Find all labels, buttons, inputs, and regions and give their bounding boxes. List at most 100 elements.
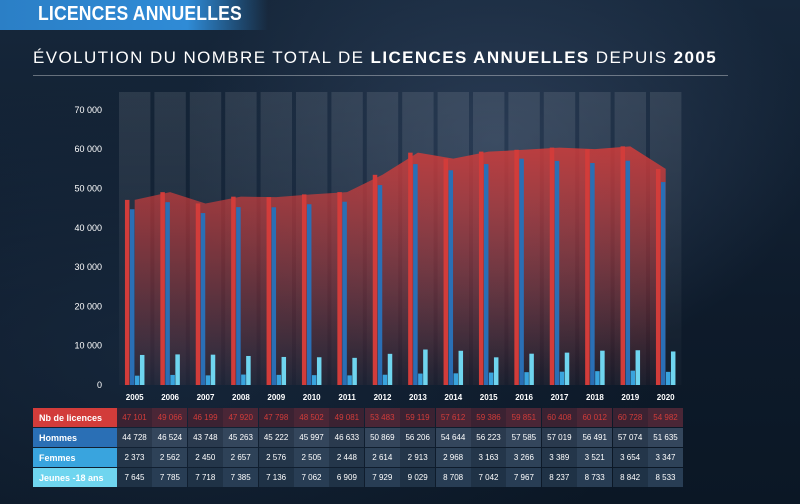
table-cell: 43 748 <box>187 428 223 447</box>
y-tick-label: 70 000 <box>74 105 102 115</box>
table-cell: 54 982 <box>648 408 683 427</box>
table-cell: 2 657 <box>223 448 259 467</box>
hommes-bar <box>625 160 631 385</box>
licences-bar <box>160 192 165 385</box>
licences-bar <box>443 158 449 385</box>
licences-row-label: Nb de licences <box>33 408 117 427</box>
hommes-bar <box>590 162 595 385</box>
subtitle-part-1: ÉVOLUTION DU NOMBRE TOTAL DE <box>33 48 371 67</box>
table-cell: 56 491 <box>577 428 613 447</box>
femmes-bar <box>170 374 175 385</box>
x-tick-label: 2015 <box>480 393 498 402</box>
x-tick-label: 2016 <box>515 393 533 402</box>
femmes-bar <box>418 373 423 385</box>
jeunes-row-label: Jeunes -18 ans <box>33 468 117 487</box>
jeunes-bar <box>246 355 251 385</box>
x-tick-label: 2011 <box>338 393 356 402</box>
x-tick-label: 2006 <box>161 393 179 402</box>
table-cell: 3 266 <box>506 448 542 467</box>
table-cell: 45 263 <box>223 428 259 447</box>
femmes-bar <box>347 375 352 385</box>
femmes-bar <box>311 375 317 385</box>
table-cell: 2 450 <box>187 448 223 467</box>
y-tick-label: 60 000 <box>74 144 102 154</box>
table-cell: 57 612 <box>435 408 471 427</box>
licences-bar <box>231 196 236 385</box>
hommes-bar <box>200 213 206 385</box>
table-cell: 54 644 <box>435 428 471 447</box>
table-cell: 60 728 <box>612 408 648 427</box>
hommes-bar <box>342 201 347 385</box>
licences-bar <box>124 199 130 385</box>
hommes-bar <box>377 185 383 385</box>
jeunes-bar <box>352 357 357 385</box>
jeunes-bar <box>387 353 393 385</box>
subtitle-rule <box>33 75 728 76</box>
table-cell: 3 347 <box>648 448 683 467</box>
table-cell: 7 645 <box>117 468 152 487</box>
x-tick-label: 2020 <box>657 393 675 402</box>
licences-bar <box>514 149 519 385</box>
table-cell: 8 708 <box>435 468 471 487</box>
jeunes-bar <box>458 350 464 385</box>
table-cell: 3 163 <box>471 448 506 467</box>
hommes-bar <box>519 158 524 385</box>
table-cell: 59 851 <box>506 408 542 427</box>
y-tick-label: 10 000 <box>74 341 102 351</box>
licences-bar <box>372 174 378 385</box>
table-cell: 60 408 <box>541 408 577 427</box>
licences-bar <box>195 203 201 385</box>
x-tick-label: 2018 <box>586 393 604 402</box>
jeunes-bar <box>139 354 145 385</box>
table-cell: 8 733 <box>577 468 613 487</box>
licences-bar <box>301 194 307 385</box>
table-cell: 7 042 <box>471 468 506 487</box>
x-tick-label: 2012 <box>374 393 392 402</box>
subtitle-part-2: LICENCES ANNUELLES <box>370 48 590 67</box>
table-cell: 7 929 <box>364 468 400 487</box>
table-cell: 6 909 <box>329 468 365 487</box>
table-cell: 7 062 <box>294 468 329 487</box>
hommes-bar <box>271 207 277 385</box>
x-tick-label: 2005 <box>126 393 144 402</box>
table-cell: 2 614 <box>364 448 400 467</box>
table-cell: 3 521 <box>577 448 613 467</box>
hommes-bar <box>554 160 560 385</box>
hommes-bar <box>306 204 312 385</box>
table-cell: 49 066 <box>152 408 188 427</box>
licences-bar <box>620 146 626 385</box>
licences-bar <box>549 147 555 385</box>
hommes-bar <box>129 209 135 385</box>
hommes-bar <box>660 182 666 385</box>
table-cell: 8 842 <box>612 468 648 487</box>
femmes-bar <box>595 371 600 385</box>
femmes-bar <box>453 373 459 385</box>
table-cell: 48 502 <box>294 408 329 427</box>
femmes-bar <box>630 370 636 385</box>
licences-bar <box>408 152 413 385</box>
table-cell: 51 635 <box>648 428 683 447</box>
table-cell: 7 718 <box>187 468 223 487</box>
table-cell: 8 237 <box>541 468 577 487</box>
femmes-bar <box>488 372 494 385</box>
table-cell: 9 029 <box>400 468 436 487</box>
jeunes-bar <box>316 357 322 385</box>
x-tick-label: 2013 <box>409 393 427 402</box>
subtitle-part-3: DEPUIS <box>589 48 674 67</box>
x-tick-label: 2009 <box>267 393 285 402</box>
hommes-row-label: Hommes <box>33 428 117 447</box>
subtitle-part-4: 2005 <box>673 48 718 67</box>
jeunes-bar <box>600 350 605 385</box>
table-cell: 2 576 <box>258 448 294 467</box>
licences-bar <box>655 168 661 385</box>
y-tick-label: 20 000 <box>74 301 102 311</box>
table-cell: 7 967 <box>506 468 542 487</box>
femmes-bar <box>559 371 565 385</box>
table-cell: 45 222 <box>258 428 294 447</box>
table-cell: 47 798 <box>258 408 294 427</box>
table-cell: 8 533 <box>648 468 683 487</box>
femmes-bar <box>524 372 529 385</box>
x-tick-label: 2017 <box>551 393 569 402</box>
table-cell: 7 785 <box>152 468 188 487</box>
jeunes-bar <box>493 357 499 385</box>
